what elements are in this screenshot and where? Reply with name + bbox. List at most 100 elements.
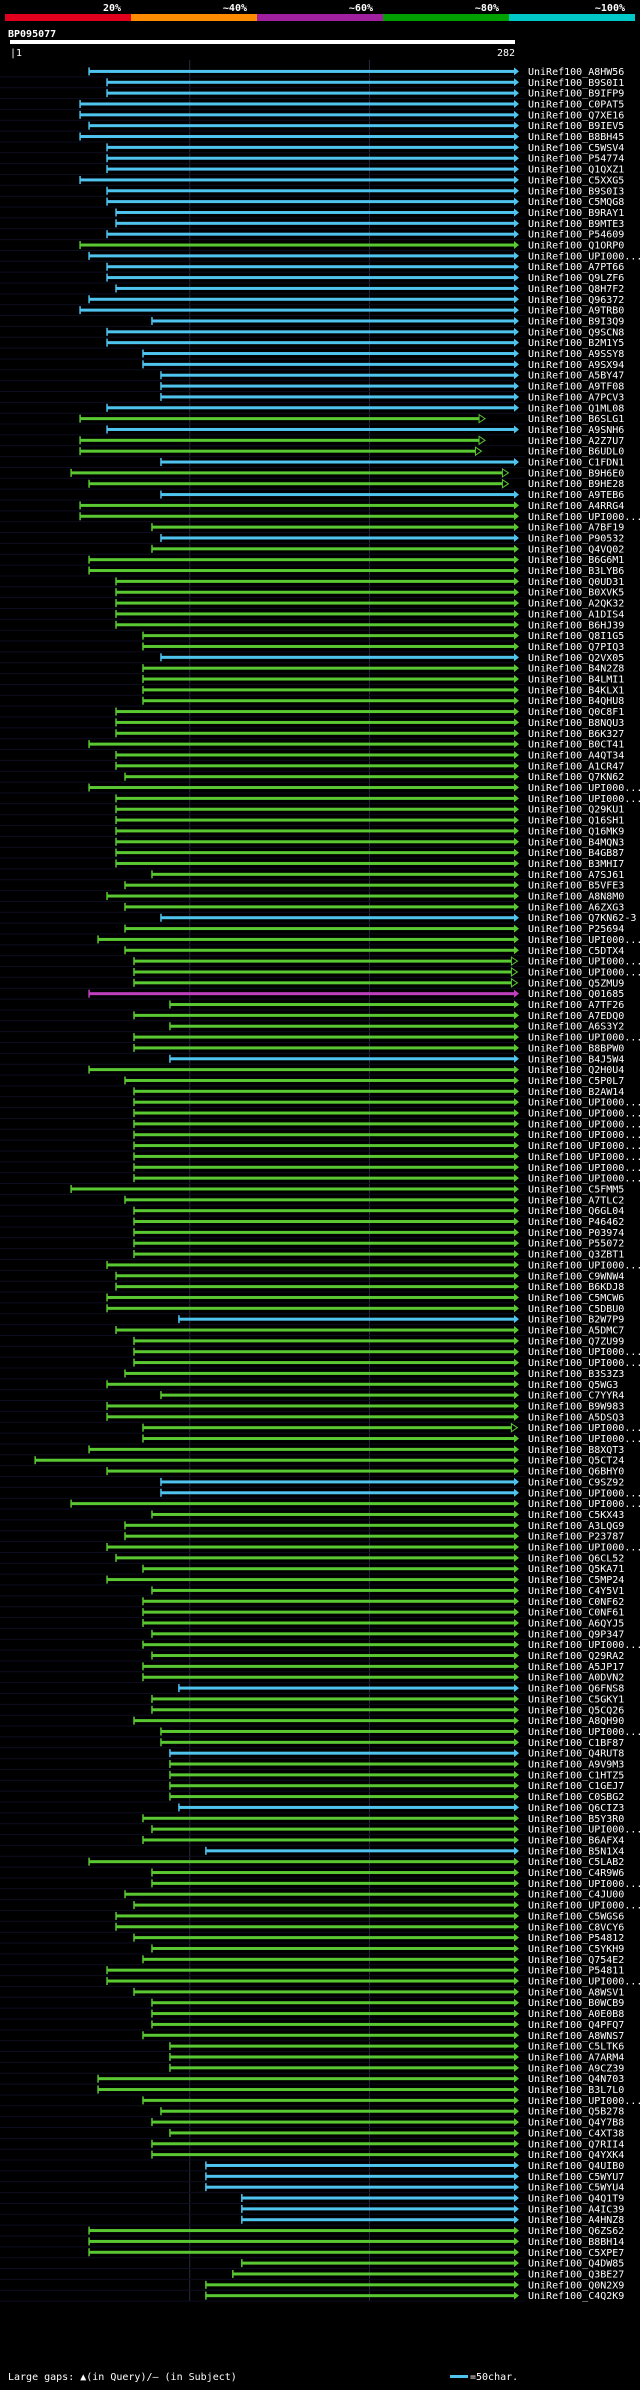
hit-label[interactable]: UniRef100_B9S0I1 xyxy=(528,78,624,89)
hit-label[interactable]: UniRef100_Q29KU1 xyxy=(528,805,624,816)
hit-label[interactable]: UniRef100_A5DSQ3 xyxy=(528,1412,624,1423)
hit-label[interactable]: UniRef100_UPI000... xyxy=(528,1260,640,1271)
hit-label[interactable]: UniRef100_A5JP17 xyxy=(528,1662,624,1673)
hit-label[interactable]: UniRef100_P54811 xyxy=(528,1966,624,1977)
hit-label[interactable]: UniRef100_B6HJ39 xyxy=(528,620,624,631)
hit-label[interactable]: UniRef100_B9H6E0 xyxy=(528,468,624,479)
hit-label[interactable]: UniRef100_C5MCW6 xyxy=(528,1293,624,1304)
hit-label[interactable]: UniRef100_A7TLC2 xyxy=(528,1195,624,1206)
hit-label[interactable]: UniRef100_Q3ZBT1 xyxy=(528,1250,624,1261)
hit-label[interactable]: UniRef100_B4GB87 xyxy=(528,848,624,859)
hit-label[interactable]: UniRef100_Q4VQ02 xyxy=(528,544,624,555)
hit-label[interactable]: UniRef100_B5N1X4 xyxy=(528,1846,624,1857)
hit-label[interactable]: UniRef100_Q7ZU99 xyxy=(528,1336,624,1347)
hit-label[interactable]: UniRef100_Q4PFQ7 xyxy=(528,2020,624,2031)
hit-label[interactable]: UniRef100_C5YKH9 xyxy=(528,1944,624,1955)
hit-label[interactable]: UniRef100_P25694 xyxy=(528,924,624,935)
hit-label[interactable]: UniRef100_Q0UD31 xyxy=(528,577,624,588)
hit-label[interactable]: UniRef100_C4XT38 xyxy=(528,2128,624,2139)
hit-label[interactable]: UniRef100_B9IFP9 xyxy=(528,89,624,100)
hit-label[interactable]: UniRef100_P23787 xyxy=(528,1532,624,1543)
hit-label[interactable]: UniRef100_Q9P347 xyxy=(528,1629,624,1640)
hit-label[interactable]: UniRef100_B2W7P9 xyxy=(528,1315,624,1326)
hit-label[interactable]: UniRef100_Q5B278 xyxy=(528,2107,624,2118)
hit-label[interactable]: UniRef100_UPI000... xyxy=(528,1434,640,1445)
hit-label[interactable]: UniRef100_B2AW14 xyxy=(528,1087,624,1098)
hit-label[interactable]: UniRef100_B3L7L0 xyxy=(528,2085,624,2096)
hit-label[interactable]: UniRef100_B0CT41 xyxy=(528,740,624,751)
hit-label[interactable]: UniRef100_B9HE28 xyxy=(528,479,624,490)
hit-label[interactable]: UniRef100_UPI000... xyxy=(528,1163,640,1174)
hit-label[interactable]: UniRef100_UPI000... xyxy=(528,1119,640,1130)
hit-label[interactable]: UniRef100_UPI000... xyxy=(528,1727,640,1738)
hit-label[interactable]: UniRef100_B2M1Y5 xyxy=(528,338,624,349)
hit-label[interactable]: UniRef100_C5DTX4 xyxy=(528,946,624,957)
hit-label[interactable]: UniRef100_A9V9M3 xyxy=(528,1760,624,1771)
hit-label[interactable]: UniRef100_A7PCV3 xyxy=(528,392,624,403)
hit-label[interactable]: UniRef100_A4IC39 xyxy=(528,2204,624,2215)
hit-label[interactable]: UniRef100_P54609 xyxy=(528,230,624,241)
hit-label[interactable]: UniRef100_C5P0L7 xyxy=(528,1076,624,1087)
hit-label[interactable]: UniRef100_Q3BE27 xyxy=(528,2269,624,2280)
hit-label[interactable]: UniRef100_Q5KA71 xyxy=(528,1564,624,1575)
hit-label[interactable]: UniRef100_Q0N2X9 xyxy=(528,2280,624,2291)
hit-label[interactable]: UniRef100_UPI000... xyxy=(528,1109,640,1120)
hit-label[interactable]: UniRef100_A8WSV1 xyxy=(528,1987,624,1998)
hit-label[interactable]: UniRef100_B4N2Z8 xyxy=(528,664,624,675)
hit-label[interactable]: UniRef100_A7SJ61 xyxy=(528,870,624,881)
hit-label[interactable]: UniRef100_Q9SCN8 xyxy=(528,327,624,338)
hit-label[interactable]: UniRef100_B6G6M1 xyxy=(528,555,624,566)
hit-label[interactable]: UniRef100_Q7RII4 xyxy=(528,2139,624,2150)
hit-label[interactable]: UniRef100_A0DVN2 xyxy=(528,1673,624,1684)
hit-label[interactable]: UniRef100_A8WNS7 xyxy=(528,2031,624,2042)
hit-label[interactable]: UniRef100_B6AFX4 xyxy=(528,1835,624,1846)
hit-label[interactable]: UniRef100_Q4UIB0 xyxy=(528,2161,624,2172)
hit-label[interactable]: UniRef100_Q96372 xyxy=(528,295,624,306)
hit-label[interactable]: UniRef100_UPI000... xyxy=(528,1423,640,1434)
hit-label[interactable]: UniRef100_B3S3Z3 xyxy=(528,1369,624,1380)
hit-label[interactable]: UniRef100_Q5CQ26 xyxy=(528,1705,624,1716)
hit-label[interactable]: UniRef100_A7EDQ0 xyxy=(528,1011,624,1022)
hit-label[interactable]: UniRef100_B3MHI7 xyxy=(528,859,624,870)
hit-label[interactable]: UniRef100_B0WCB9 xyxy=(528,1998,624,2009)
hit-label[interactable]: UniRef100_Q4YXK4 xyxy=(528,2150,624,2161)
hit-label[interactable]: UniRef100_C9WNW4 xyxy=(528,1271,624,1282)
hit-label[interactable]: UniRef100_C8VCY6 xyxy=(528,1922,624,1933)
hit-label[interactable]: UniRef100_C4R9W6 xyxy=(528,1868,624,1879)
hit-label[interactable]: UniRef100_A8QH90 xyxy=(528,1716,624,1727)
hit-label[interactable]: UniRef100_B9S0I3 xyxy=(528,186,624,197)
hit-label[interactable]: UniRef100_B8NQU3 xyxy=(528,718,624,729)
hit-label[interactable]: UniRef100_C4Y5V1 xyxy=(528,1586,624,1597)
hit-label[interactable]: UniRef100_A7ARM4 xyxy=(528,2052,624,2063)
hit-label[interactable]: UniRef100_B3LYB6 xyxy=(528,566,624,577)
hit-label[interactable]: UniRef100_P55072 xyxy=(528,1239,624,1250)
hit-label[interactable]: UniRef100_C1HTZ5 xyxy=(528,1770,624,1781)
hit-label[interactable]: UniRef100_A9TRB0 xyxy=(528,306,624,317)
hit-label[interactable]: UniRef100_UPI000... xyxy=(528,1901,640,1912)
hit-label[interactable]: UniRef100_UPI000... xyxy=(528,1499,640,1510)
hit-label[interactable]: UniRef100_Q4N703 xyxy=(528,2074,624,2085)
hit-label[interactable]: UniRef100_A5DMC7 xyxy=(528,1326,624,1337)
hit-label[interactable]: UniRef100_A4RRG4 xyxy=(528,501,624,512)
hit-label[interactable]: UniRef100_B6K327 xyxy=(528,729,624,740)
hit-label[interactable]: UniRef100_Q1ML08 xyxy=(528,403,624,414)
hit-label[interactable]: UniRef100_Q9LZF6 xyxy=(528,273,624,284)
hit-label[interactable]: UniRef100_UPI000... xyxy=(528,1130,640,1141)
hit-label[interactable]: UniRef100_A4QT34 xyxy=(528,750,624,761)
hit-label[interactable]: UniRef100_UPI000... xyxy=(528,2096,640,2107)
hit-label[interactable]: UniRef100_B4KLX1 xyxy=(528,685,624,696)
hit-label[interactable]: UniRef100_A7TF26 xyxy=(528,1000,624,1011)
hit-label[interactable]: UniRef100_A6QYJ5 xyxy=(528,1618,624,1629)
hit-label[interactable]: UniRef100_B6SLG1 xyxy=(528,414,624,425)
hit-label[interactable]: UniRef100_UPI000... xyxy=(528,1640,640,1651)
hit-label[interactable]: UniRef100_A6ZXG3 xyxy=(528,902,624,913)
hit-label[interactable]: UniRef100_C5MP24 xyxy=(528,1575,624,1586)
hit-label[interactable]: UniRef100_Q7PIQ3 xyxy=(528,642,624,653)
hit-label[interactable]: UniRef100_C1BF87 xyxy=(528,1738,624,1749)
hit-label[interactable]: UniRef100_A4HNZ8 xyxy=(528,2215,624,2226)
hit-label[interactable]: UniRef100_B6KDJ8 xyxy=(528,1282,624,1293)
hit-label[interactable]: UniRef100_C5WYU7 xyxy=(528,2172,624,2183)
hit-label[interactable]: UniRef100_C0NF61 xyxy=(528,1608,624,1619)
hit-label[interactable]: UniRef100_B4J5W4 xyxy=(528,1054,624,1065)
hit-label[interactable]: UniRef100_B4QHU8 xyxy=(528,696,624,707)
